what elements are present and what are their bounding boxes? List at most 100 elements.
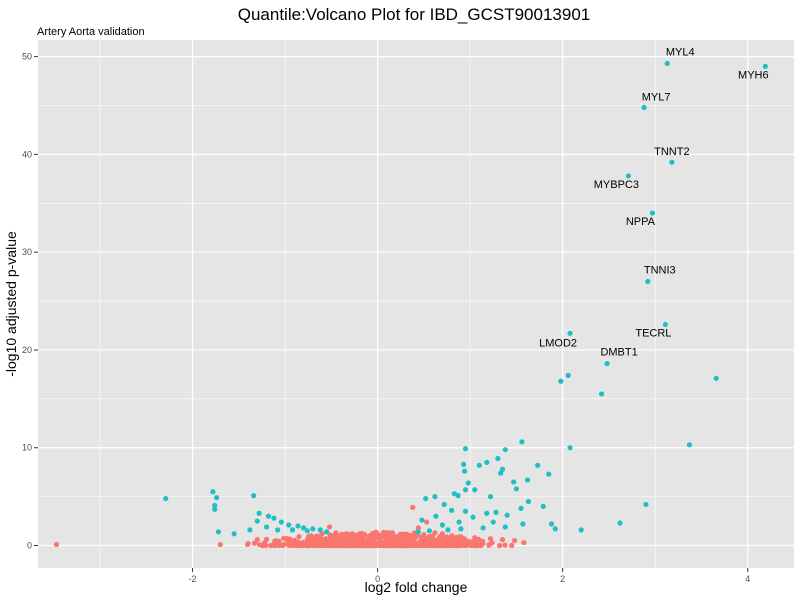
data-point-not-significant xyxy=(421,532,427,538)
data-point-non-significant xyxy=(329,537,335,543)
data-point-non-significant xyxy=(451,542,457,548)
data-point-not-significant xyxy=(410,504,416,510)
y-tick-label: 20 xyxy=(22,345,32,355)
x-tick-label: -2 xyxy=(189,574,197,584)
data-point-not-significant xyxy=(487,536,494,542)
data-point-significant xyxy=(324,529,330,535)
data-point-significant xyxy=(504,512,510,518)
data-point-significant xyxy=(524,477,531,483)
data-point-not-significant xyxy=(458,534,464,540)
data-point-non-significant xyxy=(425,539,431,545)
data-point-significant xyxy=(558,378,564,384)
data-point-significant xyxy=(490,519,496,525)
plot-panel xyxy=(38,40,794,568)
y-axis-label: -log10 adjusted p-value xyxy=(3,231,19,377)
data-point-non-significant xyxy=(306,542,312,548)
data-point-significant xyxy=(263,524,270,530)
data-point-not-significant xyxy=(432,530,438,536)
data-point-significant xyxy=(317,527,323,533)
data-point-significant xyxy=(432,494,438,500)
data-point-significant xyxy=(513,486,519,492)
gene-label: TNNT2 xyxy=(654,146,689,158)
data-point-significant xyxy=(472,487,478,493)
significant-points xyxy=(163,60,768,537)
data-point-labeled xyxy=(604,361,610,367)
x-axis-label: log2 fold change xyxy=(365,579,468,595)
data-point-non-significant xyxy=(356,536,362,542)
data-point-significant xyxy=(433,513,439,519)
data-point-significant xyxy=(617,520,623,526)
data-point-significant xyxy=(484,459,490,465)
data-point-non-significant xyxy=(397,531,403,537)
data-point-significant xyxy=(519,439,525,445)
data-point-significant xyxy=(275,527,281,533)
data-point-significant xyxy=(502,524,508,530)
data-point-significant xyxy=(415,529,421,535)
data-point-significant xyxy=(520,521,526,527)
data-point-non-significant xyxy=(462,542,468,548)
data-point-significant xyxy=(480,525,486,531)
data-point-non-significant xyxy=(497,542,503,549)
data-point-significant xyxy=(462,446,469,452)
data-point-significant xyxy=(458,526,464,532)
data-point-non-significant xyxy=(462,536,468,542)
data-point-significant xyxy=(502,447,508,453)
data-point-non-significant xyxy=(419,542,425,549)
data-point-significant xyxy=(256,510,262,516)
data-point-significant xyxy=(212,502,218,509)
data-point-non-significant xyxy=(328,541,334,548)
data-point-significant xyxy=(455,493,461,499)
data-point-significant xyxy=(567,445,573,451)
data-point-not-significant xyxy=(217,541,223,548)
data-point-significant xyxy=(449,507,455,513)
data-point-significant xyxy=(493,509,499,515)
data-point-significant xyxy=(265,513,272,519)
data-point-significant xyxy=(254,518,260,524)
data-point-significant xyxy=(495,455,501,462)
x-tick-label: 0 xyxy=(375,574,380,584)
data-point-non-significant xyxy=(426,534,433,540)
data-point-significant xyxy=(163,495,169,502)
data-point-labeled xyxy=(625,173,631,179)
data-point-not-significant xyxy=(296,534,302,540)
data-point-non-significant xyxy=(442,542,449,549)
data-point-labeled xyxy=(641,104,647,111)
x-axis-ticks: -2 0 2 4 xyxy=(189,568,750,584)
data-point-not-significant xyxy=(262,539,268,546)
data-point-significant xyxy=(476,462,482,468)
y-tick-label: 10 xyxy=(22,443,32,453)
data-point-not-significant xyxy=(319,531,325,537)
gene-label: TECRL xyxy=(635,328,671,340)
y-axis-ticks: 0 10 20 30 40 50 xyxy=(22,52,38,551)
data-point-non-significant xyxy=(315,535,321,541)
data-point-non-significant xyxy=(473,541,479,547)
data-point-significant xyxy=(470,514,476,520)
data-point-non-significant xyxy=(369,531,376,537)
data-point-non-significant xyxy=(344,531,350,537)
data-point-not-significant xyxy=(308,533,314,539)
y-tick-label: 40 xyxy=(22,149,32,159)
data-point-significant xyxy=(462,487,469,493)
data-point-significant xyxy=(462,508,469,514)
data-point-significant xyxy=(231,531,237,537)
data-point-non-significant xyxy=(335,541,341,547)
data-point-non-significant xyxy=(401,538,407,544)
data-point-significant xyxy=(212,506,218,512)
data-point-significant xyxy=(461,468,468,474)
data-point-significant xyxy=(289,527,296,533)
data-point-significant xyxy=(643,501,649,508)
data-point-significant xyxy=(525,498,532,505)
data-point-labeled xyxy=(645,278,651,285)
data-point-significant xyxy=(439,522,445,528)
data-point-significant xyxy=(247,527,253,533)
data-point-not-significant xyxy=(393,534,399,540)
gene-label: LMOD2 xyxy=(539,337,577,349)
data-point-non-significant xyxy=(383,542,389,548)
data-point-significant xyxy=(286,522,292,528)
data-point-significant xyxy=(210,489,216,495)
data-point-not-significant xyxy=(333,530,339,536)
data-point-significant xyxy=(535,462,541,468)
data-point-non-significant xyxy=(476,537,482,543)
gene-label: MYL7 xyxy=(642,91,671,103)
data-point-significant xyxy=(598,391,605,397)
